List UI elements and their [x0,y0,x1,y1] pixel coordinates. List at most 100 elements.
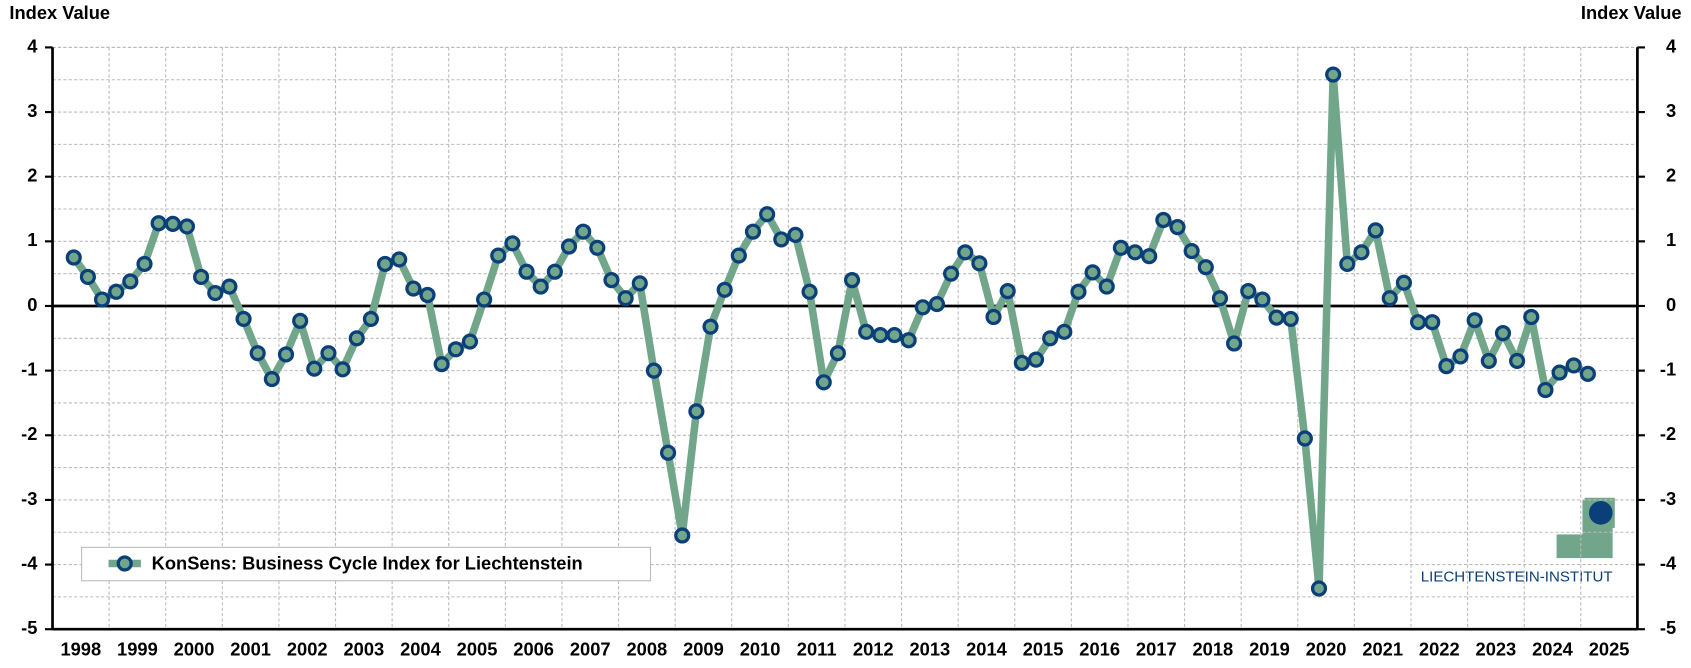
x-tick-label: 2006 [513,639,554,660]
y2-tick-label: -1 [1660,358,1676,379]
data-point [1183,242,1200,260]
y-tick-label: -3 [21,488,37,509]
y2-tick-label: 0 [1666,294,1676,315]
x-tick-label: 2004 [400,639,442,660]
data-point [1126,244,1144,261]
x-tick-label: 2008 [626,639,667,660]
data-point [164,215,181,232]
data-point [716,281,733,298]
x-tick-label: 2017 [1136,639,1177,660]
data-point [674,527,691,544]
data-point [631,275,648,292]
y-tick-label: -2 [21,423,37,444]
data-point [1565,357,1582,374]
y2-tick-label: 2 [1666,165,1676,186]
data-point [193,268,210,285]
data-point [688,403,705,420]
x-tick-label: 1998 [60,639,101,660]
x-tick-label: 1999 [117,639,158,660]
data-point [376,255,394,273]
y2-axis-label: Index Value [1581,2,1682,23]
data-point [914,299,931,316]
data-point [65,249,82,266]
data-point [900,332,917,349]
y2-tick-label: -3 [1660,488,1676,509]
data-point [1197,259,1214,276]
data-point [1466,312,1483,329]
data-point [79,268,96,285]
x-tick-label: 2025 [1589,639,1630,660]
data-point [985,308,1002,326]
data-point [306,360,323,377]
data-point [1027,351,1045,368]
data-point [1409,314,1427,331]
y-tick-label: 1 [27,229,37,250]
data-point [1056,323,1073,340]
data-point [1282,310,1299,327]
data-point [1480,352,1497,370]
data-point [1211,290,1229,307]
x-tick-label: 2010 [740,639,781,660]
data-point [1042,330,1059,347]
x-tick-label: 2002 [287,639,328,660]
y-tick-label: -5 [21,617,37,638]
data-point [645,362,663,379]
x-tick-label: 2013 [910,639,951,660]
data-point [108,283,125,300]
y-tick-label: -1 [21,358,37,379]
y2-tick-label: -4 [1660,552,1677,573]
data-point [829,345,846,362]
data-point [1240,283,1257,300]
data-point [560,238,578,255]
x-tick-label: 2021 [1362,639,1403,660]
data-point [957,244,974,261]
x-tick-label: 2000 [174,639,215,660]
data-point [1098,278,1115,295]
data-point [815,374,832,391]
data-point [1325,66,1342,83]
data-point [1296,430,1313,447]
data-point [490,247,507,264]
data-point [1254,291,1271,308]
y-tick-label: 4 [27,35,38,56]
data-point [1579,365,1596,382]
data-point [589,239,606,256]
y-tick-label: 0 [27,294,37,315]
data-point [730,247,747,264]
data-point [928,295,946,313]
data-point [320,345,337,362]
x-tick-label: 2005 [457,639,498,660]
data-point [263,370,280,388]
data-point [476,291,493,308]
data-point [702,318,719,335]
data-point [150,215,167,232]
data-point [1523,308,1540,326]
y-tick-label: 3 [27,100,37,121]
data-point [447,341,464,358]
data-point [1084,264,1101,281]
logo-dot [1588,501,1613,525]
logo: LIECHTENSTEIN-INSTITUT [1421,495,1615,585]
y2-tick-label: -2 [1660,423,1676,444]
data-point [1268,309,1285,326]
data-point [659,444,677,461]
data-point [1226,335,1243,352]
x-tick-label: 2020 [1306,639,1347,660]
legend-box [81,546,652,582]
data-point [461,333,479,350]
data-point [1551,364,1568,381]
data-point [1424,314,1441,331]
data-point [971,255,988,272]
series-line [70,70,1590,593]
data-point [221,278,238,295]
data-point [136,255,153,273]
data-point [93,291,111,308]
data-point [603,272,620,289]
data-point [1013,354,1030,371]
data-point [518,263,535,280]
data-point [1395,274,1412,291]
logo-cut [1550,495,1583,535]
x-tick-label: 2007 [570,639,611,660]
data-point [575,223,592,240]
